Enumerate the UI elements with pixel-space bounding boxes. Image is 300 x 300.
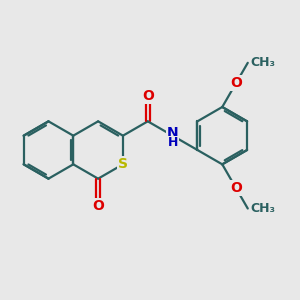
- Text: O: O: [92, 199, 104, 213]
- Text: N: N: [167, 126, 178, 140]
- Text: O: O: [231, 181, 242, 195]
- Text: CH₃: CH₃: [250, 202, 275, 215]
- Text: H: H: [167, 136, 178, 149]
- Text: CH₃: CH₃: [250, 56, 275, 69]
- Text: O: O: [142, 89, 154, 103]
- Text: S: S: [118, 157, 128, 171]
- Text: O: O: [231, 76, 242, 90]
